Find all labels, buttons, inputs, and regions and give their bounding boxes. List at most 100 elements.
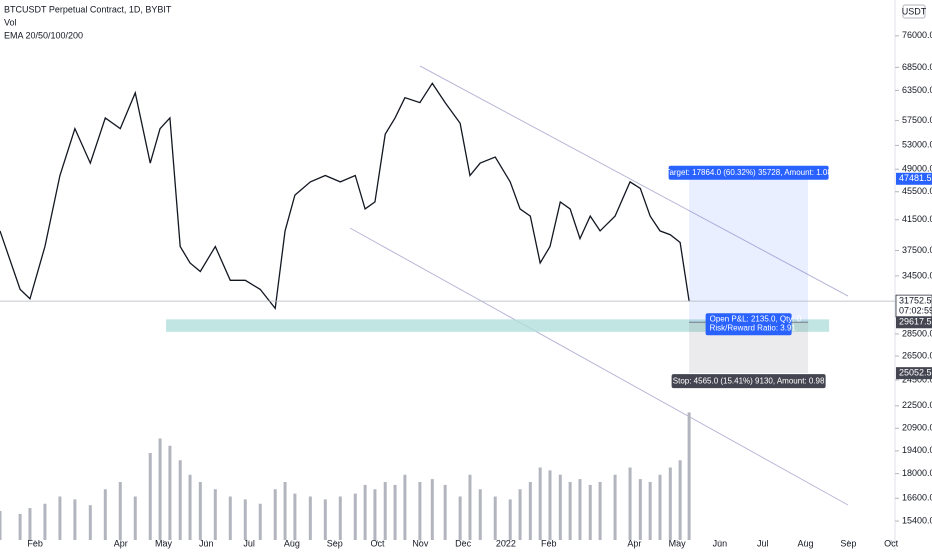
pnl-box	[705, 313, 792, 336]
y-tick-label: 41500.0	[902, 214, 932, 224]
volume-bar	[198, 482, 202, 540]
x-tick-label: Jul	[243, 538, 255, 548]
volume-bar	[687, 412, 691, 540]
stop-label-box	[671, 374, 826, 389]
x-tick-label: Jul	[757, 538, 769, 548]
volume-bar	[148, 453, 152, 540]
volume-bar	[228, 496, 232, 540]
y-tick-label: 63500.0	[902, 85, 932, 95]
x-tick-label: May	[155, 538, 173, 548]
volume-bar	[613, 474, 617, 540]
y-tick-label: 49000.0	[902, 164, 932, 174]
volume-bar	[168, 445, 172, 540]
y-tick-label: 16600.0	[902, 493, 932, 503]
volume-bar	[363, 484, 367, 540]
y-tick-label: 34500.0	[902, 270, 932, 280]
price-line	[0, 82, 690, 311]
volume-bar	[118, 482, 122, 540]
indicator-label: EMA 20/50/100/200	[4, 30, 83, 40]
volume-bar	[28, 508, 32, 540]
y-tick-label: 18000.0	[902, 468, 932, 478]
x-tick-label: Dec	[455, 538, 472, 548]
y-tick-label: 45500.0	[902, 186, 932, 196]
x-tick-label: Oct	[884, 538, 899, 548]
volume-bar	[103, 489, 107, 540]
last-price: 31752.5	[899, 295, 932, 305]
volume-bar	[373, 489, 377, 540]
last-price-tag	[896, 295, 932, 318]
volume-bar	[58, 496, 62, 540]
volume-bar	[353, 493, 357, 540]
y-tick-label: 57500.0	[902, 115, 932, 125]
volume-bar	[243, 499, 247, 540]
y-tick-label: 26500.0	[902, 350, 932, 360]
volume-bar	[578, 479, 582, 540]
y-tick-label: 15400.0	[902, 515, 932, 525]
stop-price: 25052.5	[899, 368, 932, 378]
trend-line	[349, 227, 849, 506]
volume-bar	[293, 493, 297, 540]
volume-bar	[73, 499, 77, 540]
y-tick-label: 22500.0	[902, 400, 932, 410]
x-tick-label: Feb	[541, 538, 557, 548]
volume-bar	[478, 489, 482, 540]
x-tick-label: Sep	[327, 538, 343, 548]
volume-bar	[43, 503, 47, 540]
volume-bar	[88, 505, 92, 540]
y-tick-label: 37500.0	[902, 245, 932, 255]
volume-bar	[508, 499, 512, 540]
volume-bar	[18, 513, 22, 540]
target-price: 47481.5	[899, 173, 932, 183]
volume-bar	[418, 482, 422, 540]
entry-price-tag	[896, 316, 932, 329]
volume-bar	[403, 474, 407, 540]
volume-bar	[538, 467, 542, 540]
x-tick-label: Sep	[840, 538, 856, 548]
pnl-label: Open P&L: 2135.0, Qty: 0	[710, 314, 802, 323]
rr-label: Risk/Reward Ratio: 3.91	[710, 323, 797, 332]
target-label-box	[668, 165, 829, 180]
y-tick-label: 19400.0	[902, 445, 932, 455]
y-tick-label: 68500.0	[902, 62, 932, 72]
volume-bar	[323, 499, 327, 540]
target-area	[689, 178, 809, 323]
volume-bar	[133, 496, 137, 540]
x-tick-label: Feb	[27, 538, 43, 548]
x-tick-label: Apr	[627, 538, 641, 548]
volume-bar	[628, 467, 632, 540]
x-tick-label: 2022	[496, 538, 516, 548]
y-tick-label: 76000.0	[902, 30, 932, 40]
volume-bar	[158, 438, 162, 540]
volume-bar	[658, 474, 662, 540]
stop-label: Stop: 4565.0 (15.41%) 9130, Amount: 0.98	[673, 376, 825, 385]
x-tick-label: Aug	[798, 538, 814, 548]
indicator-label: Vol	[4, 17, 17, 27]
volume-bar	[443, 484, 447, 540]
volume-bar	[638, 479, 642, 540]
y-tick-label: 28500.0	[902, 328, 932, 338]
currency-badge[interactable]	[902, 4, 926, 19]
volume-bar	[648, 482, 652, 540]
volume-bar	[430, 479, 434, 540]
x-tick-label: Aug	[284, 538, 300, 548]
target-label: Target: 17864.0 (60.32%) 35728, Amount: …	[665, 168, 832, 177]
volume-bar	[598, 482, 602, 540]
volume-bar	[558, 474, 562, 540]
volume-bar	[668, 467, 672, 540]
trend-line	[419, 65, 849, 297]
x-tick-label: Nov	[412, 538, 429, 548]
volume-bar	[588, 484, 592, 540]
x-tick-label: Apr	[114, 538, 128, 548]
countdown: 07:02:59	[899, 305, 932, 315]
volume-bar	[338, 496, 342, 540]
volume-bar	[213, 489, 217, 540]
volume-bar	[258, 503, 262, 540]
volume-bar	[493, 496, 497, 540]
stop-price-tag	[896, 367, 932, 380]
volume-bar	[273, 489, 277, 540]
x-tick-label: Jun	[199, 538, 214, 548]
volume-bar	[383, 482, 387, 540]
x-tick-label: Jun	[713, 538, 728, 548]
